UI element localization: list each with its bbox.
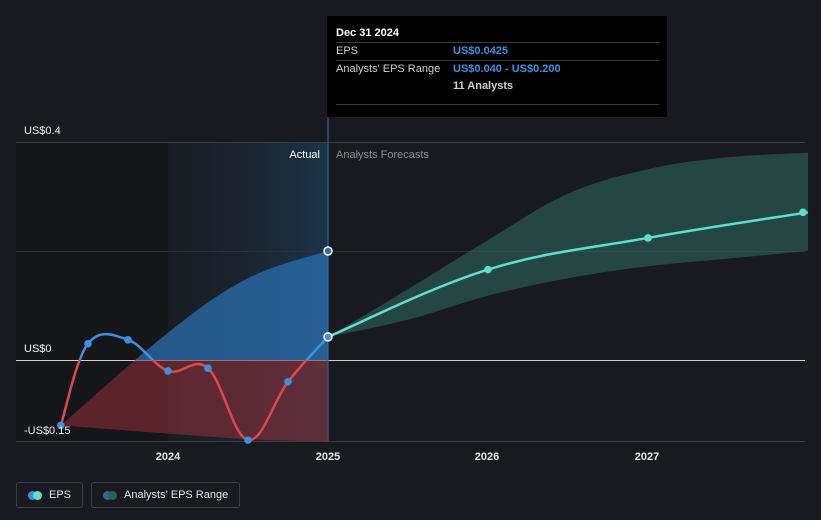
forecast-point[interactable] xyxy=(644,234,652,242)
eps-point[interactable] xyxy=(84,339,92,348)
eps-point[interactable] xyxy=(204,364,212,372)
tooltip-value: 11 Analysts xyxy=(453,80,514,92)
swatch-dot xyxy=(33,490,42,500)
legend-label: EPS xyxy=(49,489,72,501)
forecast-point[interactable] xyxy=(799,208,807,217)
x-tick-label: 2025 xyxy=(316,451,340,463)
y-tick-label: -US$0.15 xyxy=(24,425,70,437)
x-tick-label: 2024 xyxy=(156,451,181,463)
tooltip-row-eps: EPS US$0.0425 xyxy=(336,42,659,60)
actual-range-band-positive xyxy=(135,251,328,360)
eps-point[interactable] xyxy=(323,332,333,342)
eps-point[interactable] xyxy=(57,421,65,430)
tooltip-value: US$0.0425 xyxy=(453,45,509,57)
actual-label: Actual xyxy=(289,149,320,161)
tooltip-label: EPS xyxy=(336,45,359,57)
x-tick-label: 2027 xyxy=(635,451,659,463)
eps-point[interactable] xyxy=(244,436,252,444)
y-tick-label: US$0.4 xyxy=(24,125,61,137)
swatch-dot xyxy=(103,490,113,500)
forecast-range-band xyxy=(328,152,808,337)
tooltip-value: US$0.040 - US$0.200 xyxy=(453,63,561,75)
eps-line-negative xyxy=(59,360,309,442)
forecast-label: Analysts Forecasts xyxy=(336,149,429,161)
legend: EPS Analysts' EPS Range xyxy=(16,482,241,508)
tooltip-divider xyxy=(336,104,659,105)
eps-point[interactable] xyxy=(164,367,172,375)
range-swatch-icon xyxy=(103,490,118,500)
legend-label: Analysts' EPS Range xyxy=(124,489,229,501)
eps-point[interactable] xyxy=(124,336,132,344)
x-tick-label: 2026 xyxy=(475,451,499,463)
forecast-line xyxy=(327,211,809,338)
eps-point[interactable] xyxy=(284,378,292,386)
actual-range-band-negative xyxy=(60,360,328,442)
swatch-dot xyxy=(28,490,37,500)
tooltip-label xyxy=(336,78,453,95)
legend-item-eps[interactable]: EPS xyxy=(16,482,84,508)
legend-item-range[interactable]: Analysts' EPS Range xyxy=(91,482,241,508)
eps-swatch-icon xyxy=(28,490,42,500)
tooltip-date: Dec 31 2024 xyxy=(336,27,399,39)
y-tick-label: US$0 xyxy=(24,343,52,355)
range-top-point[interactable] xyxy=(323,246,333,256)
tooltip: Dec 31 2024 EPS US$0.0425 Analysts' EPS … xyxy=(327,16,667,117)
tooltip-row-analysts: 11 Analysts xyxy=(336,78,659,95)
tooltip-row-range: Analysts' EPS Range US$0.040 - US$0.200 xyxy=(336,60,659,78)
tooltip-label: Analysts' EPS Range xyxy=(336,63,441,75)
forecast-point[interactable] xyxy=(484,265,492,274)
swatch-dot xyxy=(108,490,118,500)
